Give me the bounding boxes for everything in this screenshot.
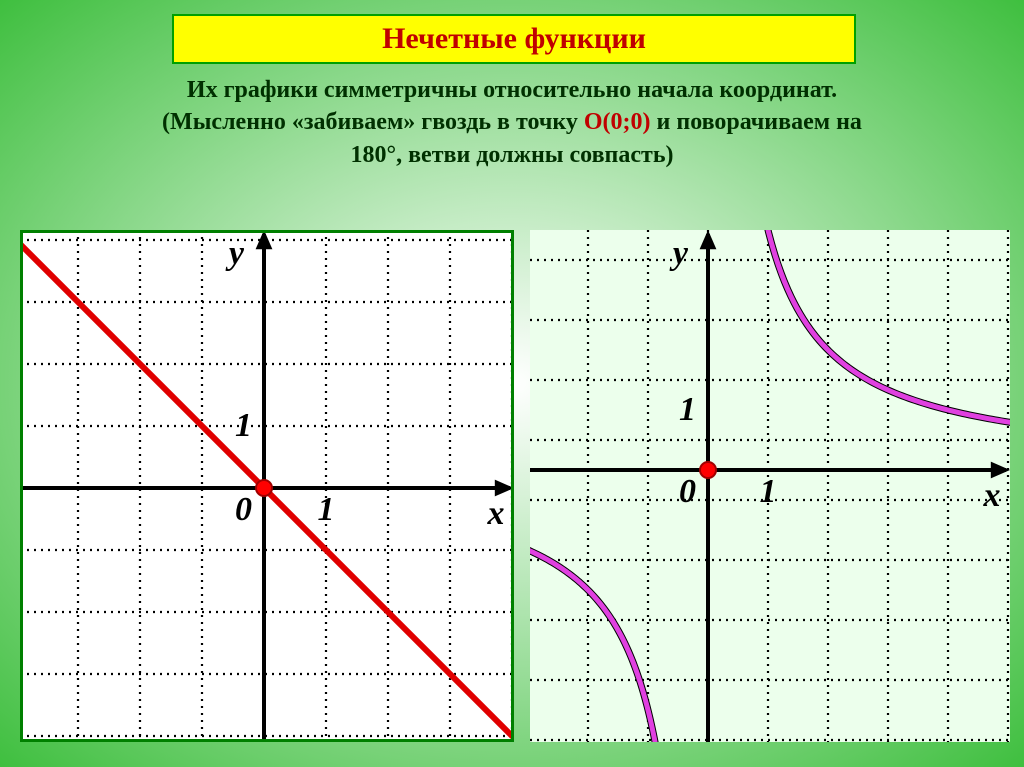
plot-right: yx011 <box>530 230 1010 742</box>
title-box: Нечетные функции <box>172 14 856 64</box>
origin-label: О(0;0) <box>584 109 651 135</box>
plot-left: yx011 <box>20 230 514 742</box>
title-text: Нечетные функции <box>382 22 646 56</box>
svg-text:x: x <box>487 495 505 532</box>
svg-text:1: 1 <box>318 491 335 528</box>
svg-text:1: 1 <box>679 391 696 428</box>
desc-line2-post: и поворачиваем на <box>651 109 862 135</box>
svg-text:1: 1 <box>235 407 252 444</box>
svg-text:0: 0 <box>679 473 696 510</box>
svg-text:0: 0 <box>235 491 252 528</box>
desc-line3: 180°, ветви должны совпасть) <box>350 142 673 168</box>
desc-line2-pre: (Мысленно «забиваем» гвоздь в точку <box>162 109 584 135</box>
svg-text:1: 1 <box>760 473 777 510</box>
svg-text:x: x <box>983 477 1001 514</box>
description-block: Их графики симметричны относительно нача… <box>0 74 1024 171</box>
desc-line1: Их графики симметричны относительно нача… <box>187 77 837 103</box>
